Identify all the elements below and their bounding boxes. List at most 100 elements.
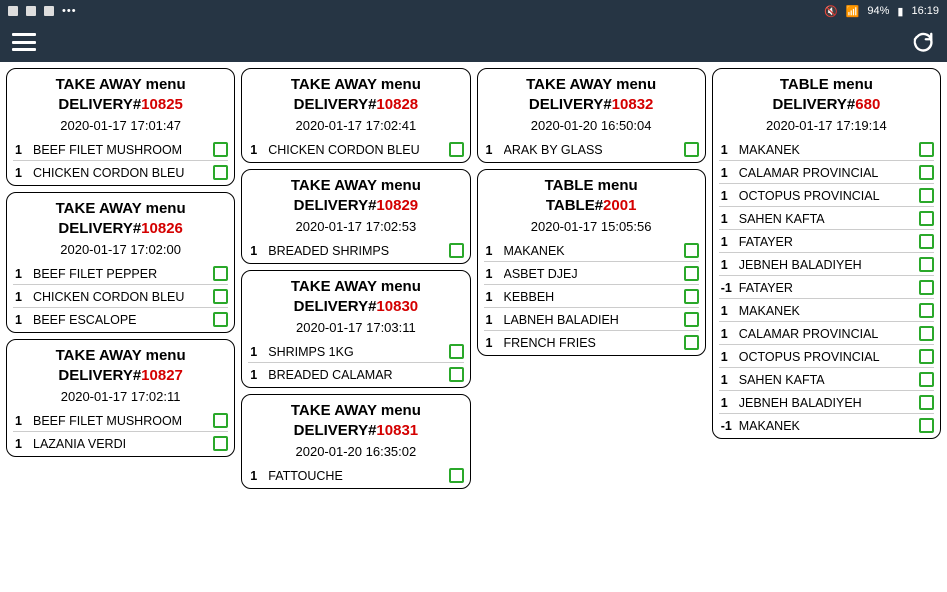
order-item-row: 1 BREADED SHRIMPS — [242, 239, 469, 261]
order-item-row: 1LABNEH BALADIEH — [478, 308, 705, 330]
item-name: CALAMAR PROVINCIAL — [739, 166, 915, 180]
item-checkbox[interactable] — [449, 468, 464, 483]
item-qty: 1 — [486, 290, 500, 304]
item-qty: 1 — [721, 166, 735, 180]
item-checkbox[interactable] — [684, 142, 699, 157]
item-checkbox[interactable] — [449, 142, 464, 157]
order-card: TABLE menuTABLE#20012020-01-17 15:05:561… — [477, 169, 706, 356]
order-reference: DELIVERY#10827 — [11, 366, 230, 386]
order-ref-label: DELIVERY# — [58, 96, 141, 113]
item-checkbox[interactable] — [684, 243, 699, 258]
order-item-row: 1MAKANEK — [713, 299, 940, 321]
item-qty: -1 — [721, 281, 735, 295]
order-item-row: 1CALAMAR PROVINCIAL — [713, 322, 940, 344]
order-card-header: TAKE AWAY menuDELIVERY#108282020-01-17 1… — [242, 73, 469, 138]
item-checkbox[interactable] — [213, 165, 228, 180]
order-card-header: TABLE menuTABLE#20012020-01-17 15:05:56 — [478, 174, 705, 239]
item-checkbox[interactable] — [449, 344, 464, 359]
item-name: MAKANEK — [739, 143, 915, 157]
order-column: TABLE menuDELIVERY#6802020-01-17 17:19:1… — [712, 68, 941, 439]
order-card: TAKE AWAY menuDELIVERY#108262020-01-17 1… — [6, 192, 235, 333]
item-qty: 1 — [721, 350, 735, 364]
order-reference: DELIVERY#10829 — [246, 196, 465, 216]
item-checkbox[interactable] — [213, 436, 228, 451]
item-checkbox[interactable] — [919, 418, 934, 433]
order-reference: TABLE#2001 — [482, 196, 701, 216]
order-menu-type: TAKE AWAY menu — [246, 176, 465, 196]
item-qty: 1 — [15, 166, 29, 180]
item-checkbox[interactable] — [213, 142, 228, 157]
item-checkbox[interactable] — [213, 413, 228, 428]
item-name: FRENCH FRIES — [504, 336, 680, 350]
item-name: BEEF FILET MUSHROOM — [33, 143, 209, 157]
item-name: MAKANEK — [504, 244, 680, 258]
order-card: TAKE AWAY menuDELIVERY#108312020-01-20 1… — [241, 394, 470, 489]
status-indicator-icon — [8, 6, 18, 16]
wifi-icon: 📶 — [846, 5, 860, 18]
item-checkbox[interactable] — [919, 257, 934, 272]
order-item-row: 1ASBET DJEJ — [478, 262, 705, 284]
item-checkbox[interactable] — [919, 326, 934, 341]
item-qty: 1 — [486, 313, 500, 327]
item-checkbox[interactable] — [213, 289, 228, 304]
item-name: ARAK BY GLASS — [504, 143, 680, 157]
item-checkbox[interactable] — [919, 234, 934, 249]
order-timestamp: 2020-01-20 16:50:04 — [482, 117, 701, 135]
order-card-header: TABLE menuDELIVERY#6802020-01-17 17:19:1… — [713, 73, 940, 138]
order-timestamp: 2020-01-17 17:01:47 — [11, 117, 230, 135]
order-card: TAKE AWAY menuDELIVERY#108282020-01-17 1… — [241, 68, 470, 163]
battery-text: 94% — [867, 5, 889, 17]
order-ref-number: 2001 — [603, 197, 636, 214]
item-checkbox[interactable] — [919, 395, 934, 410]
order-ref-label: DELIVERY# — [58, 220, 141, 237]
item-name: BEEF ESCALOPE — [33, 313, 209, 327]
item-name: CALAMAR PROVINCIAL — [739, 327, 915, 341]
item-qty: 1 — [721, 373, 735, 387]
status-right: 🔇 📶 94% ▮ 16:19 — [824, 5, 939, 18]
item-checkbox[interactable] — [684, 266, 699, 281]
item-qty: 1 — [721, 189, 735, 203]
refresh-button[interactable] — [911, 30, 935, 54]
menu-button[interactable] — [12, 33, 36, 51]
order-timestamp: 2020-01-17 17:02:00 — [11, 241, 230, 259]
order-timestamp: 2020-01-17 17:02:41 — [246, 117, 465, 135]
item-checkbox[interactable] — [919, 211, 934, 226]
order-item-row: 1CHICKEN CORDON BLEU — [242, 138, 469, 160]
item-checkbox[interactable] — [684, 289, 699, 304]
status-indicator-icon — [44, 6, 54, 16]
item-checkbox[interactable] — [213, 266, 228, 281]
item-checkbox[interactable] — [684, 312, 699, 327]
item-qty: 1 — [721, 258, 735, 272]
item-checkbox[interactable] — [213, 312, 228, 327]
item-checkbox[interactable] — [919, 165, 934, 180]
order-ref-label: DELIVERY# — [772, 96, 855, 113]
item-checkbox[interactable] — [919, 372, 934, 387]
order-item-row: 1MAKANEK — [478, 239, 705, 261]
order-timestamp: 2020-01-17 17:03:11 — [246, 319, 465, 337]
order-item-row: 1 CALAMAR PROVINCIAL — [713, 161, 940, 183]
order-timestamp: 2020-01-20 16:35:02 — [246, 443, 465, 461]
item-checkbox[interactable] — [449, 367, 464, 382]
order-item-row: 1FRENCH FRIES — [478, 331, 705, 353]
orders-grid: TAKE AWAY menuDELIVERY#108252020-01-17 1… — [0, 62, 947, 495]
item-checkbox[interactable] — [919, 142, 934, 157]
status-more-icon: ••• — [62, 5, 77, 17]
item-qty: 1 — [486, 143, 500, 157]
order-reference: DELIVERY#10832 — [482, 95, 701, 115]
item-name: SHRIMPS 1KG — [268, 345, 444, 359]
item-checkbox[interactable] — [684, 335, 699, 350]
item-checkbox[interactable] — [919, 349, 934, 364]
item-checkbox[interactable] — [919, 303, 934, 318]
status-left: ••• — [8, 5, 77, 17]
item-checkbox[interactable] — [919, 188, 934, 203]
item-qty: 1 — [250, 244, 264, 258]
order-column: TAKE AWAY menuDELIVERY#108322020-01-20 1… — [477, 68, 706, 356]
order-ref-label: DELIVERY# — [294, 197, 377, 214]
item-checkbox[interactable] — [919, 280, 934, 295]
order-menu-type: TAKE AWAY menu — [11, 199, 230, 219]
item-name: FATAYER — [739, 281, 915, 295]
item-name: BREADED SHRIMPS — [268, 244, 444, 258]
mute-icon: 🔇 — [824, 5, 838, 18]
order-card: TAKE AWAY menuDELIVERY#108252020-01-17 1… — [6, 68, 235, 186]
item-checkbox[interactable] — [449, 243, 464, 258]
